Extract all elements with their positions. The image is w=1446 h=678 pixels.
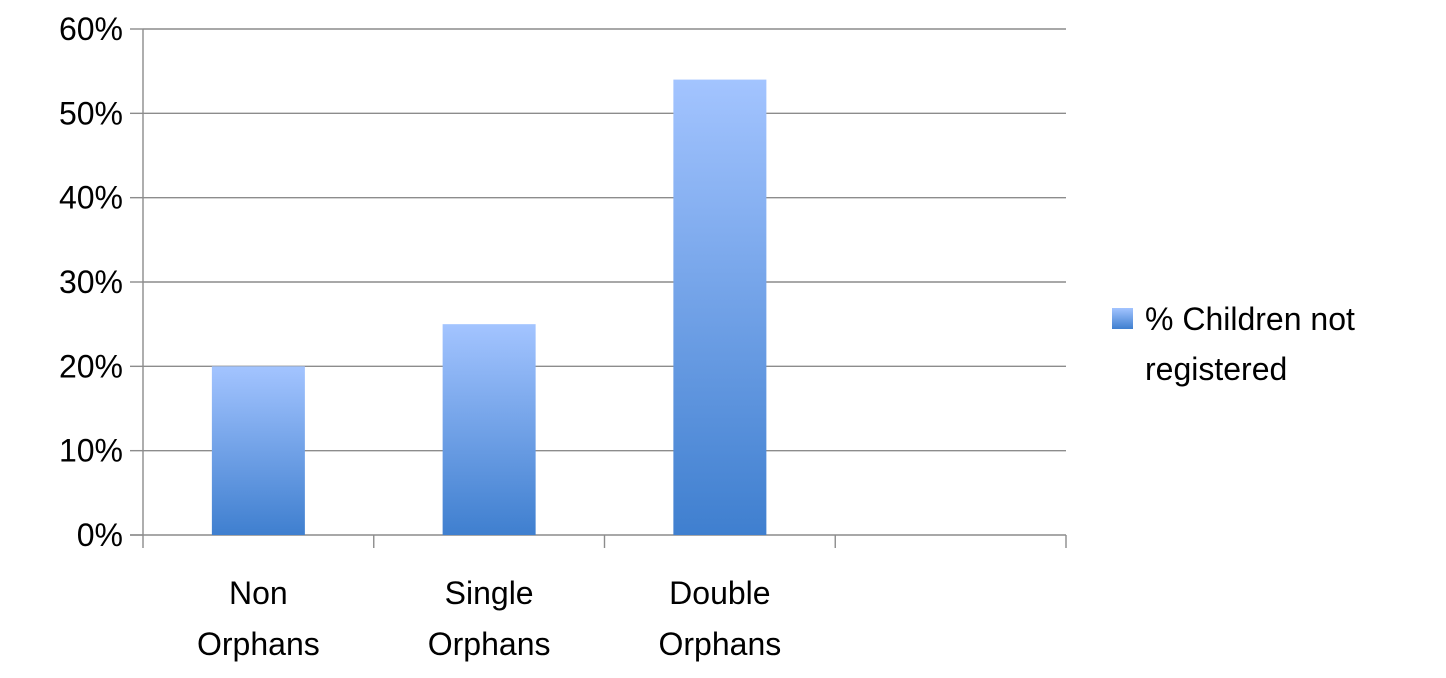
y-tick-label: 60% [59,11,123,47]
y-tick-labels: 0% 10% 20% 30% 40% 50% 60% [59,11,123,553]
x-category-label: Orphans [197,626,320,662]
y-tick-label: 50% [59,95,123,131]
legend-label: % Children not [1145,301,1355,337]
x-category-label: Non [229,575,288,611]
bar [442,324,536,535]
legend: % Children not registered [1112,301,1355,387]
bar [673,79,767,535]
bar [211,366,305,535]
y-tick-label: 30% [59,264,123,300]
y-tick-label: 0% [77,517,123,553]
x-category-label: Orphans [659,626,782,662]
y-tick-label: 40% [59,180,123,216]
x-category-label: Orphans [428,626,551,662]
legend-label: registered [1145,351,1287,387]
y-tick-label: 10% [59,433,123,469]
x-category-labels: Non Orphans Single Orphans Double Orphans [197,575,781,662]
legend-swatch [1112,308,1133,329]
bars [211,79,767,535]
x-category-label: Double [669,575,770,611]
y-tick-label: 20% [59,348,123,384]
x-category-label: Single [445,575,534,611]
